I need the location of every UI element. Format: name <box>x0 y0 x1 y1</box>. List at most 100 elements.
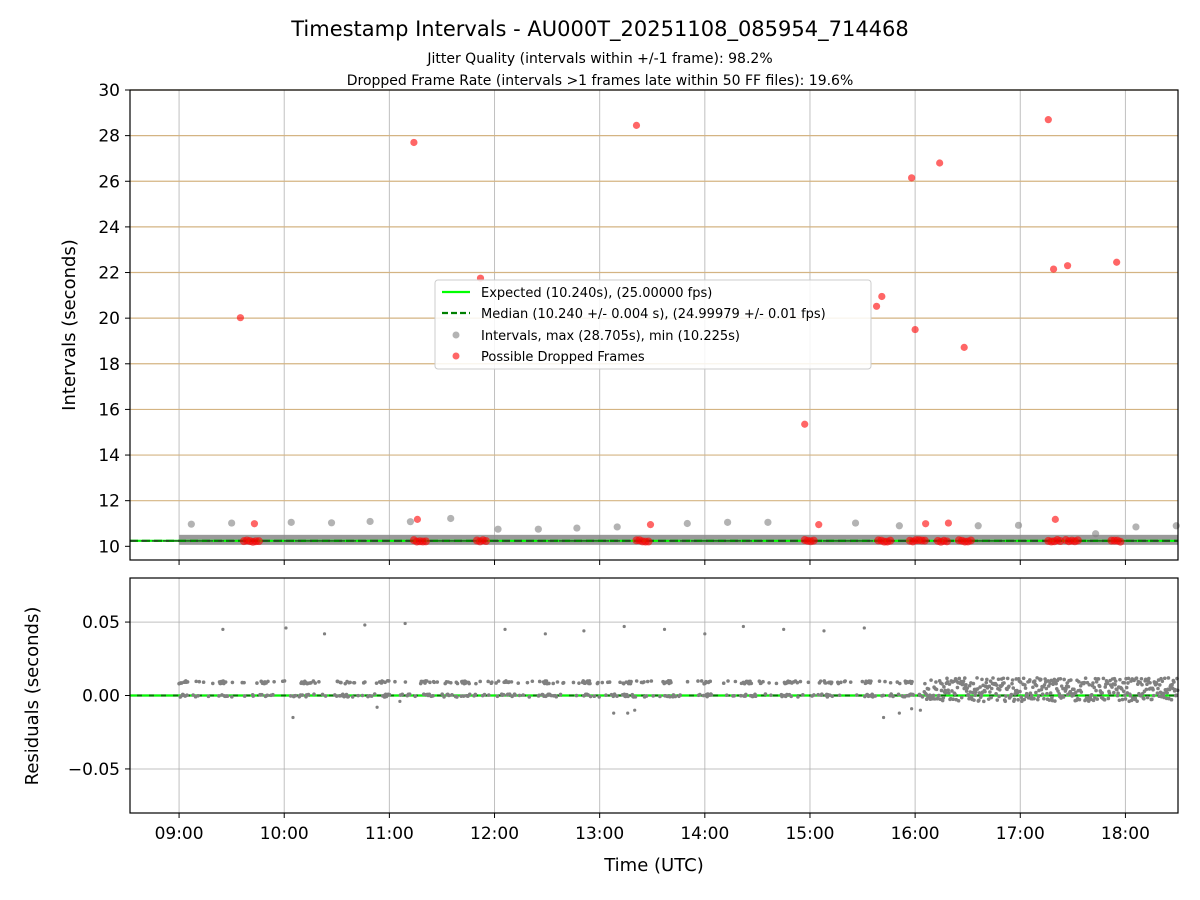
residual-point <box>509 680 514 684</box>
residual-point <box>1023 683 1027 687</box>
residual-point <box>961 679 966 684</box>
residual-point <box>513 693 517 697</box>
residual-point <box>843 679 847 683</box>
interval-point <box>851 519 860 527</box>
residual-point <box>455 695 459 699</box>
residual-point <box>517 693 522 698</box>
residual-point <box>869 679 873 683</box>
residual-point <box>618 680 622 685</box>
residual-point <box>945 676 949 681</box>
residual-point <box>350 695 355 699</box>
residual-point <box>633 695 638 699</box>
residual-point <box>600 680 605 685</box>
residual-point <box>592 694 597 699</box>
residual-point <box>658 694 662 699</box>
residual-point <box>561 680 566 685</box>
residual-point <box>1058 676 1063 681</box>
residual-point <box>1126 681 1130 685</box>
residual-point <box>413 694 417 699</box>
residual-point <box>685 679 690 684</box>
residual-point <box>939 688 944 693</box>
residual-point <box>1123 697 1128 701</box>
residual-point <box>973 693 978 697</box>
residual-point <box>1107 691 1112 696</box>
residual-point <box>1078 683 1083 688</box>
dropped-frame-point <box>1113 258 1121 266</box>
residual-point <box>1034 690 1038 695</box>
residual-point <box>516 681 521 685</box>
residual-point <box>1003 699 1008 704</box>
residual-point <box>1043 677 1047 681</box>
residual-point <box>450 693 454 697</box>
legend-intervals-label: Intervals, max (28.705s), min (10.225s) <box>481 329 740 344</box>
residual-point <box>941 695 946 700</box>
residual-point <box>988 690 992 694</box>
x-tick-label: 11:00 <box>365 824 414 844</box>
dropped-frame-point <box>236 314 245 322</box>
residual-point <box>1056 689 1060 693</box>
residual-point <box>975 676 979 680</box>
legend-expected-label: Expected (10.240s), (25.00000 fps) <box>481 286 712 301</box>
y-tick-label: 20 <box>98 309 120 329</box>
interval-point <box>974 522 982 530</box>
residual-point <box>1064 687 1068 691</box>
residual-point <box>1096 677 1101 681</box>
dropped-frame-point <box>1073 536 1082 545</box>
dropped-frame-point <box>911 325 919 334</box>
residual-point <box>1095 697 1100 701</box>
dropped-frame-point <box>644 537 653 546</box>
residual-point <box>645 679 650 684</box>
residual-point <box>230 680 235 685</box>
residual-point <box>435 680 440 684</box>
residual-point <box>991 676 995 680</box>
residual-point <box>994 683 999 687</box>
residual-point <box>997 688 1002 692</box>
residual-point <box>1048 691 1053 695</box>
residual-point <box>959 695 964 700</box>
residual-point <box>971 681 976 686</box>
residual-point <box>923 681 927 686</box>
residual-point <box>1016 697 1020 702</box>
residual-point <box>555 680 560 684</box>
residual-point <box>881 693 885 698</box>
residual-outlier-point <box>543 632 547 636</box>
dropped-frame-point <box>815 521 823 529</box>
residual-outlier-point <box>582 629 586 633</box>
residual-point <box>185 680 190 684</box>
y-tick-label: −0.05 <box>68 760 120 780</box>
dropped-frame-point <box>960 343 968 351</box>
residual-point <box>946 688 950 692</box>
residual-point <box>185 693 189 697</box>
residual-point <box>1089 692 1094 697</box>
residual-point <box>947 682 952 686</box>
residual-point <box>306 692 311 697</box>
residual-outlier-point <box>703 632 707 636</box>
residual-outlier-point <box>612 711 616 715</box>
residual-point <box>574 693 579 698</box>
residual-point <box>440 692 445 697</box>
residual-point <box>1100 691 1104 695</box>
residual-point <box>320 692 325 697</box>
residual-point <box>888 680 893 685</box>
y-tick-label: 14 <box>98 446 120 466</box>
residual-point <box>1106 696 1111 701</box>
residual-point <box>978 685 982 689</box>
residual-point <box>1007 684 1011 689</box>
residual-point <box>763 692 768 696</box>
dropped-frame-point <box>421 537 430 546</box>
residual-point <box>965 686 970 690</box>
residual-point <box>1022 697 1027 702</box>
residual-point <box>530 679 535 684</box>
residual-outlier-point <box>862 626 866 630</box>
residual-point <box>744 692 748 697</box>
residual-point <box>272 679 276 684</box>
residual-point <box>1172 680 1176 684</box>
residual-point <box>830 694 835 699</box>
residual-point <box>1054 681 1058 686</box>
intervals-y-ticks: 10 12 14 16 18 20 22 24 26 28 30 <box>98 81 130 557</box>
residual-point <box>696 679 700 683</box>
residual-point <box>425 679 429 683</box>
residual-point <box>372 692 377 696</box>
dropped-frame-point <box>908 174 916 182</box>
residual-point <box>669 680 673 685</box>
